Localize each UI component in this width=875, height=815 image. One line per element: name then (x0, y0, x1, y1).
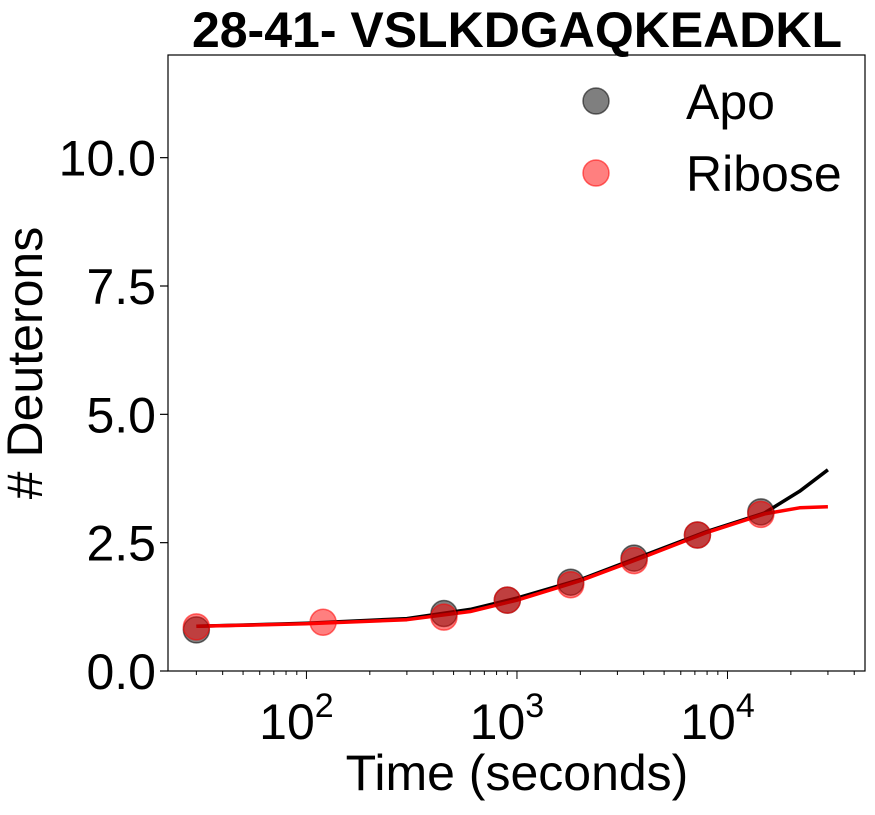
y-tick-label: 0.0 (86, 644, 156, 700)
data-point-ribose (430, 603, 458, 631)
chart-title: 28-41- VSLKDGAQKEADKL (192, 2, 842, 58)
legend-label-ribose: Ribose (686, 146, 842, 202)
data-point-ribose (620, 546, 648, 575)
data-point-ribose (182, 613, 211, 641)
x-tick-label: 102 (259, 687, 334, 750)
data-point-ribose (683, 521, 712, 549)
plot-area (182, 468, 829, 644)
x-axis-label: Time (seconds) (346, 745, 689, 801)
data-point-ribose (747, 500, 775, 529)
legend-marker-ribose (582, 159, 610, 187)
x-axis: 102 103 104 (195, 671, 855, 750)
y-tick-label: 10.0 (59, 131, 156, 187)
y-tick-label: 2.5 (86, 516, 156, 572)
legend-marker-apo (582, 87, 610, 115)
legend: Apo Ribose (582, 74, 842, 202)
y-axis-label: # Deuterons (0, 227, 53, 499)
data-point-ribose (556, 571, 585, 599)
y-tick-label: 7.5 (86, 259, 156, 315)
y-tick-label: 5.0 (86, 387, 156, 443)
x-tick-label: 103 (470, 687, 545, 750)
data-point-ribose (309, 608, 337, 636)
legend-label-apo: Apo (686, 74, 775, 130)
data-point-ribose (493, 586, 522, 614)
y-axis: 0.0 2.5 5.0 7.5 10.0 (59, 131, 168, 700)
x-tick-label: 104 (680, 687, 755, 750)
